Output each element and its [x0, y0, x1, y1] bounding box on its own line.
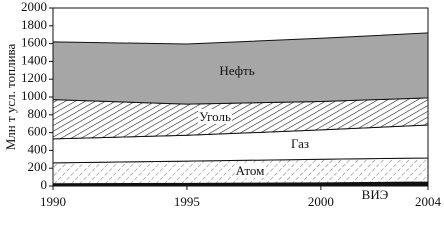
- y-tick-label: 600: [28, 124, 48, 139]
- series-label: Атом: [236, 163, 265, 178]
- x-tick-label: 2004: [415, 194, 442, 209]
- y-tick-label: 1800: [21, 17, 47, 32]
- label-bg: [198, 108, 232, 124]
- y-tick-label: 0: [41, 177, 48, 192]
- y-tick-label: 800: [28, 106, 48, 121]
- y-tick-label: 1600: [21, 35, 47, 50]
- chart: Млн т усл. топлива ВИЭ Атом Газ Уголь Нефть 0…: [3, 0, 442, 209]
- x-tick-label: 1990: [40, 194, 66, 209]
- series-label: Уголь: [199, 109, 231, 124]
- x-tick-label: 2000: [308, 194, 334, 209]
- label-bg: [234, 162, 266, 178]
- y-tick-label: 1200: [21, 70, 47, 85]
- y-tick-label: 1400: [21, 52, 47, 67]
- y-tick-label: 400: [28, 141, 48, 156]
- y-tick-label: 2000: [21, 0, 47, 14]
- x-tick-label: 1995: [174, 194, 200, 209]
- series-label: ВИЭ: [362, 187, 389, 202]
- y-tick-label: 1000: [21, 88, 47, 103]
- y-axis-title: Млн т усл. топлива: [3, 43, 18, 150]
- y-tick-label: 200: [28, 159, 48, 174]
- series-label: Газ: [291, 136, 309, 151]
- series-label: Нефть: [219, 63, 254, 78]
